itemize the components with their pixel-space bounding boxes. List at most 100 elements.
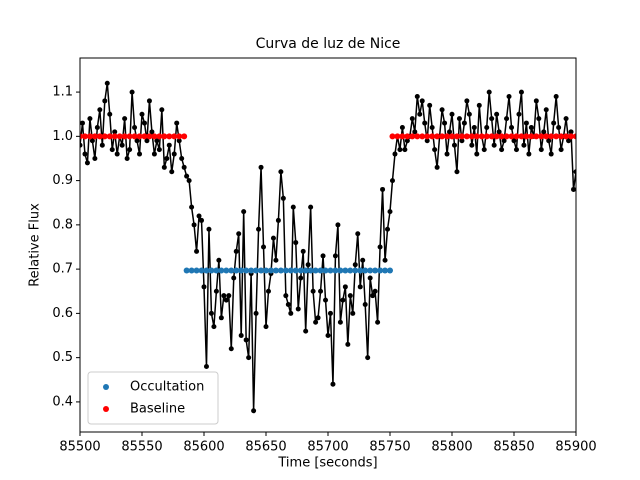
data-point <box>248 267 255 274</box>
data-point <box>439 133 446 140</box>
data-point <box>86 133 93 140</box>
data-point <box>308 204 314 210</box>
data-point <box>156 147 162 153</box>
data-point <box>154 138 160 144</box>
y-tick-label: 0.4 <box>52 394 73 409</box>
data-point <box>303 328 309 334</box>
data-point <box>285 302 291 308</box>
data-point <box>412 129 418 135</box>
data-point <box>523 133 530 140</box>
data-point <box>496 129 502 135</box>
data-point <box>434 164 440 170</box>
data-point <box>251 408 257 414</box>
data-point <box>233 267 240 274</box>
data-point <box>558 133 565 140</box>
data-point <box>288 310 294 316</box>
data-point <box>238 267 245 274</box>
data-point <box>203 363 209 369</box>
data-point <box>221 293 227 299</box>
data-point <box>377 244 383 250</box>
data-point <box>283 293 289 299</box>
data-point <box>307 267 314 274</box>
data-point <box>263 267 269 274</box>
data-point <box>568 129 574 135</box>
data-point <box>486 89 492 95</box>
data-point <box>193 267 200 274</box>
data-point <box>449 133 455 140</box>
data-point <box>387 209 393 215</box>
data-point <box>454 169 460 175</box>
data-point <box>287 267 294 274</box>
data-point <box>253 267 260 274</box>
data-point <box>335 222 341 228</box>
data-point <box>352 267 359 274</box>
data-point <box>543 133 550 140</box>
data-point <box>243 267 250 274</box>
data-point <box>305 262 311 268</box>
data-point <box>362 302 368 308</box>
data-point <box>179 155 185 161</box>
data-point <box>543 107 549 113</box>
data-point <box>494 111 500 117</box>
data-point <box>258 267 265 274</box>
data-point <box>370 293 376 299</box>
data-point <box>116 133 123 140</box>
data-point <box>131 133 138 140</box>
data-point <box>518 133 525 140</box>
data-point <box>432 147 438 153</box>
data-point <box>506 94 512 100</box>
data-point <box>399 133 406 140</box>
data-point <box>459 138 465 144</box>
data-point <box>310 288 316 294</box>
data-point <box>208 267 215 274</box>
data-point <box>337 267 344 274</box>
data-point <box>327 310 333 316</box>
data-point <box>278 169 284 175</box>
data-point <box>104 80 110 86</box>
data-point <box>414 94 420 100</box>
data-point <box>449 111 455 117</box>
data-point <box>558 147 564 153</box>
data-point <box>422 120 428 126</box>
data-point <box>292 267 299 274</box>
data-point <box>139 111 145 117</box>
data-point <box>528 133 535 140</box>
data-point <box>573 133 576 140</box>
data-point <box>541 129 547 135</box>
data-point <box>96 133 103 140</box>
data-point <box>360 257 366 263</box>
data-point <box>516 111 522 117</box>
data-point <box>342 267 349 274</box>
data-point <box>523 120 529 126</box>
data-point <box>461 120 467 126</box>
data-point <box>253 310 259 316</box>
data-point <box>382 257 388 263</box>
data-point <box>196 213 202 219</box>
data-point <box>345 341 351 347</box>
data-point <box>141 133 148 140</box>
data-point <box>538 147 544 153</box>
data-point <box>313 319 319 325</box>
data-point <box>119 142 125 148</box>
data-point <box>471 124 477 130</box>
data-point <box>377 267 384 274</box>
data-point <box>464 98 470 104</box>
data-point <box>434 133 441 140</box>
data-point <box>474 151 480 157</box>
data-point <box>473 133 480 140</box>
y-tick-label: 0.7 <box>52 262 73 277</box>
data-point <box>424 133 431 140</box>
data-point <box>325 333 331 339</box>
data-point <box>367 267 374 274</box>
legend-marker <box>103 384 109 390</box>
data-point <box>526 151 532 157</box>
data-point <box>174 120 180 126</box>
data-point <box>136 133 143 140</box>
data-point <box>263 324 269 330</box>
data-point <box>169 169 175 175</box>
data-point <box>290 204 296 210</box>
data-point <box>181 164 187 170</box>
data-point <box>409 133 416 140</box>
data-point <box>112 129 118 135</box>
data-point <box>389 133 396 140</box>
